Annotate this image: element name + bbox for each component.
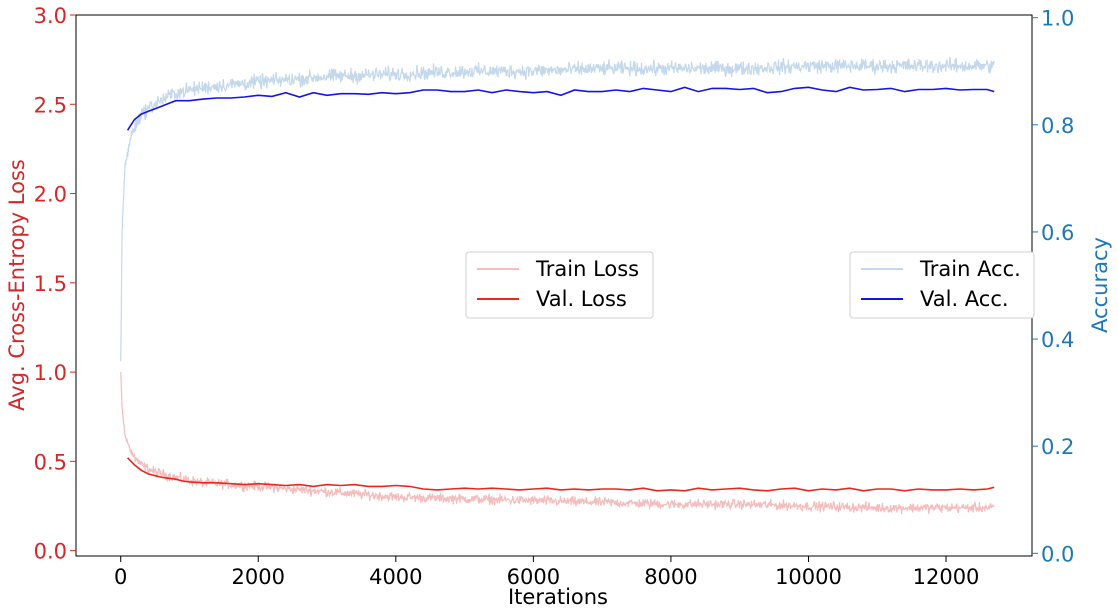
train-loss-series (120, 371, 995, 514)
left-y-tick-label: 1.0 (34, 361, 67, 385)
x-axis-label: Iterations (508, 585, 608, 609)
x-tick-label: 12000 (913, 565, 980, 589)
x-tick-label: 0 (114, 565, 127, 589)
val-acc-line (126, 86, 995, 131)
left-y-tick-label: 2.5 (34, 93, 67, 117)
train-acc-line (120, 57, 995, 362)
train-loss-line (120, 371, 995, 514)
left-y-tick-label: 3.0 (34, 4, 67, 28)
val-loss-series (127, 457, 995, 492)
legend-label-val-loss: Val. Loss (536, 287, 627, 311)
accuracy-legend: Train Acc. Val. Acc. (849, 251, 1035, 319)
legend-label-train-acc: Train Acc. (919, 257, 1021, 281)
x-tick-label: 2000 (232, 565, 285, 589)
legend-label-train-loss: Train Loss (535, 257, 639, 281)
x-tick-label: 4000 (369, 565, 422, 589)
right-y-axis-label: Accuracy (1088, 237, 1112, 333)
val-loss-line (127, 457, 995, 492)
x-tick-label: 6000 (507, 565, 560, 589)
right-y-tick-label: 0.0 (1041, 542, 1074, 566)
left-y-axis: 0.0 0.5 1.0 1.5 2.0 2.5 3.0 (34, 4, 76, 564)
right-y-axis: 0.0 0.2 0.4 0.6 0.8 1.0 (1032, 7, 1074, 566)
left-y-tick-label: 2.0 (34, 183, 67, 207)
train-acc-series (120, 57, 995, 362)
left-y-tick-label: 1.5 (34, 272, 67, 296)
right-y-tick-label: 0.2 (1041, 435, 1074, 459)
left-y-tick-label: 0.0 (34, 540, 67, 564)
right-y-tick-label: 0.4 (1041, 328, 1074, 352)
left-y-tick-label: 0.5 (34, 450, 67, 474)
x-tick-label: 10000 (775, 565, 842, 589)
legend-label-val-acc: Val. Acc. (920, 287, 1009, 311)
x-axis: 0 2000 4000 6000 8000 10000 12000 (114, 556, 979, 589)
right-y-tick-label: 1.0 (1041, 7, 1074, 31)
right-y-tick-label: 0.6 (1041, 221, 1074, 245)
x-tick-label: 8000 (644, 565, 697, 589)
val-acc-series (126, 86, 995, 131)
right-y-tick-label: 0.8 (1041, 114, 1074, 138)
loss-legend: Train Loss Val. Loss (465, 251, 654, 319)
left-y-axis-label: Avg. Cross-Entropy Loss (5, 159, 29, 411)
